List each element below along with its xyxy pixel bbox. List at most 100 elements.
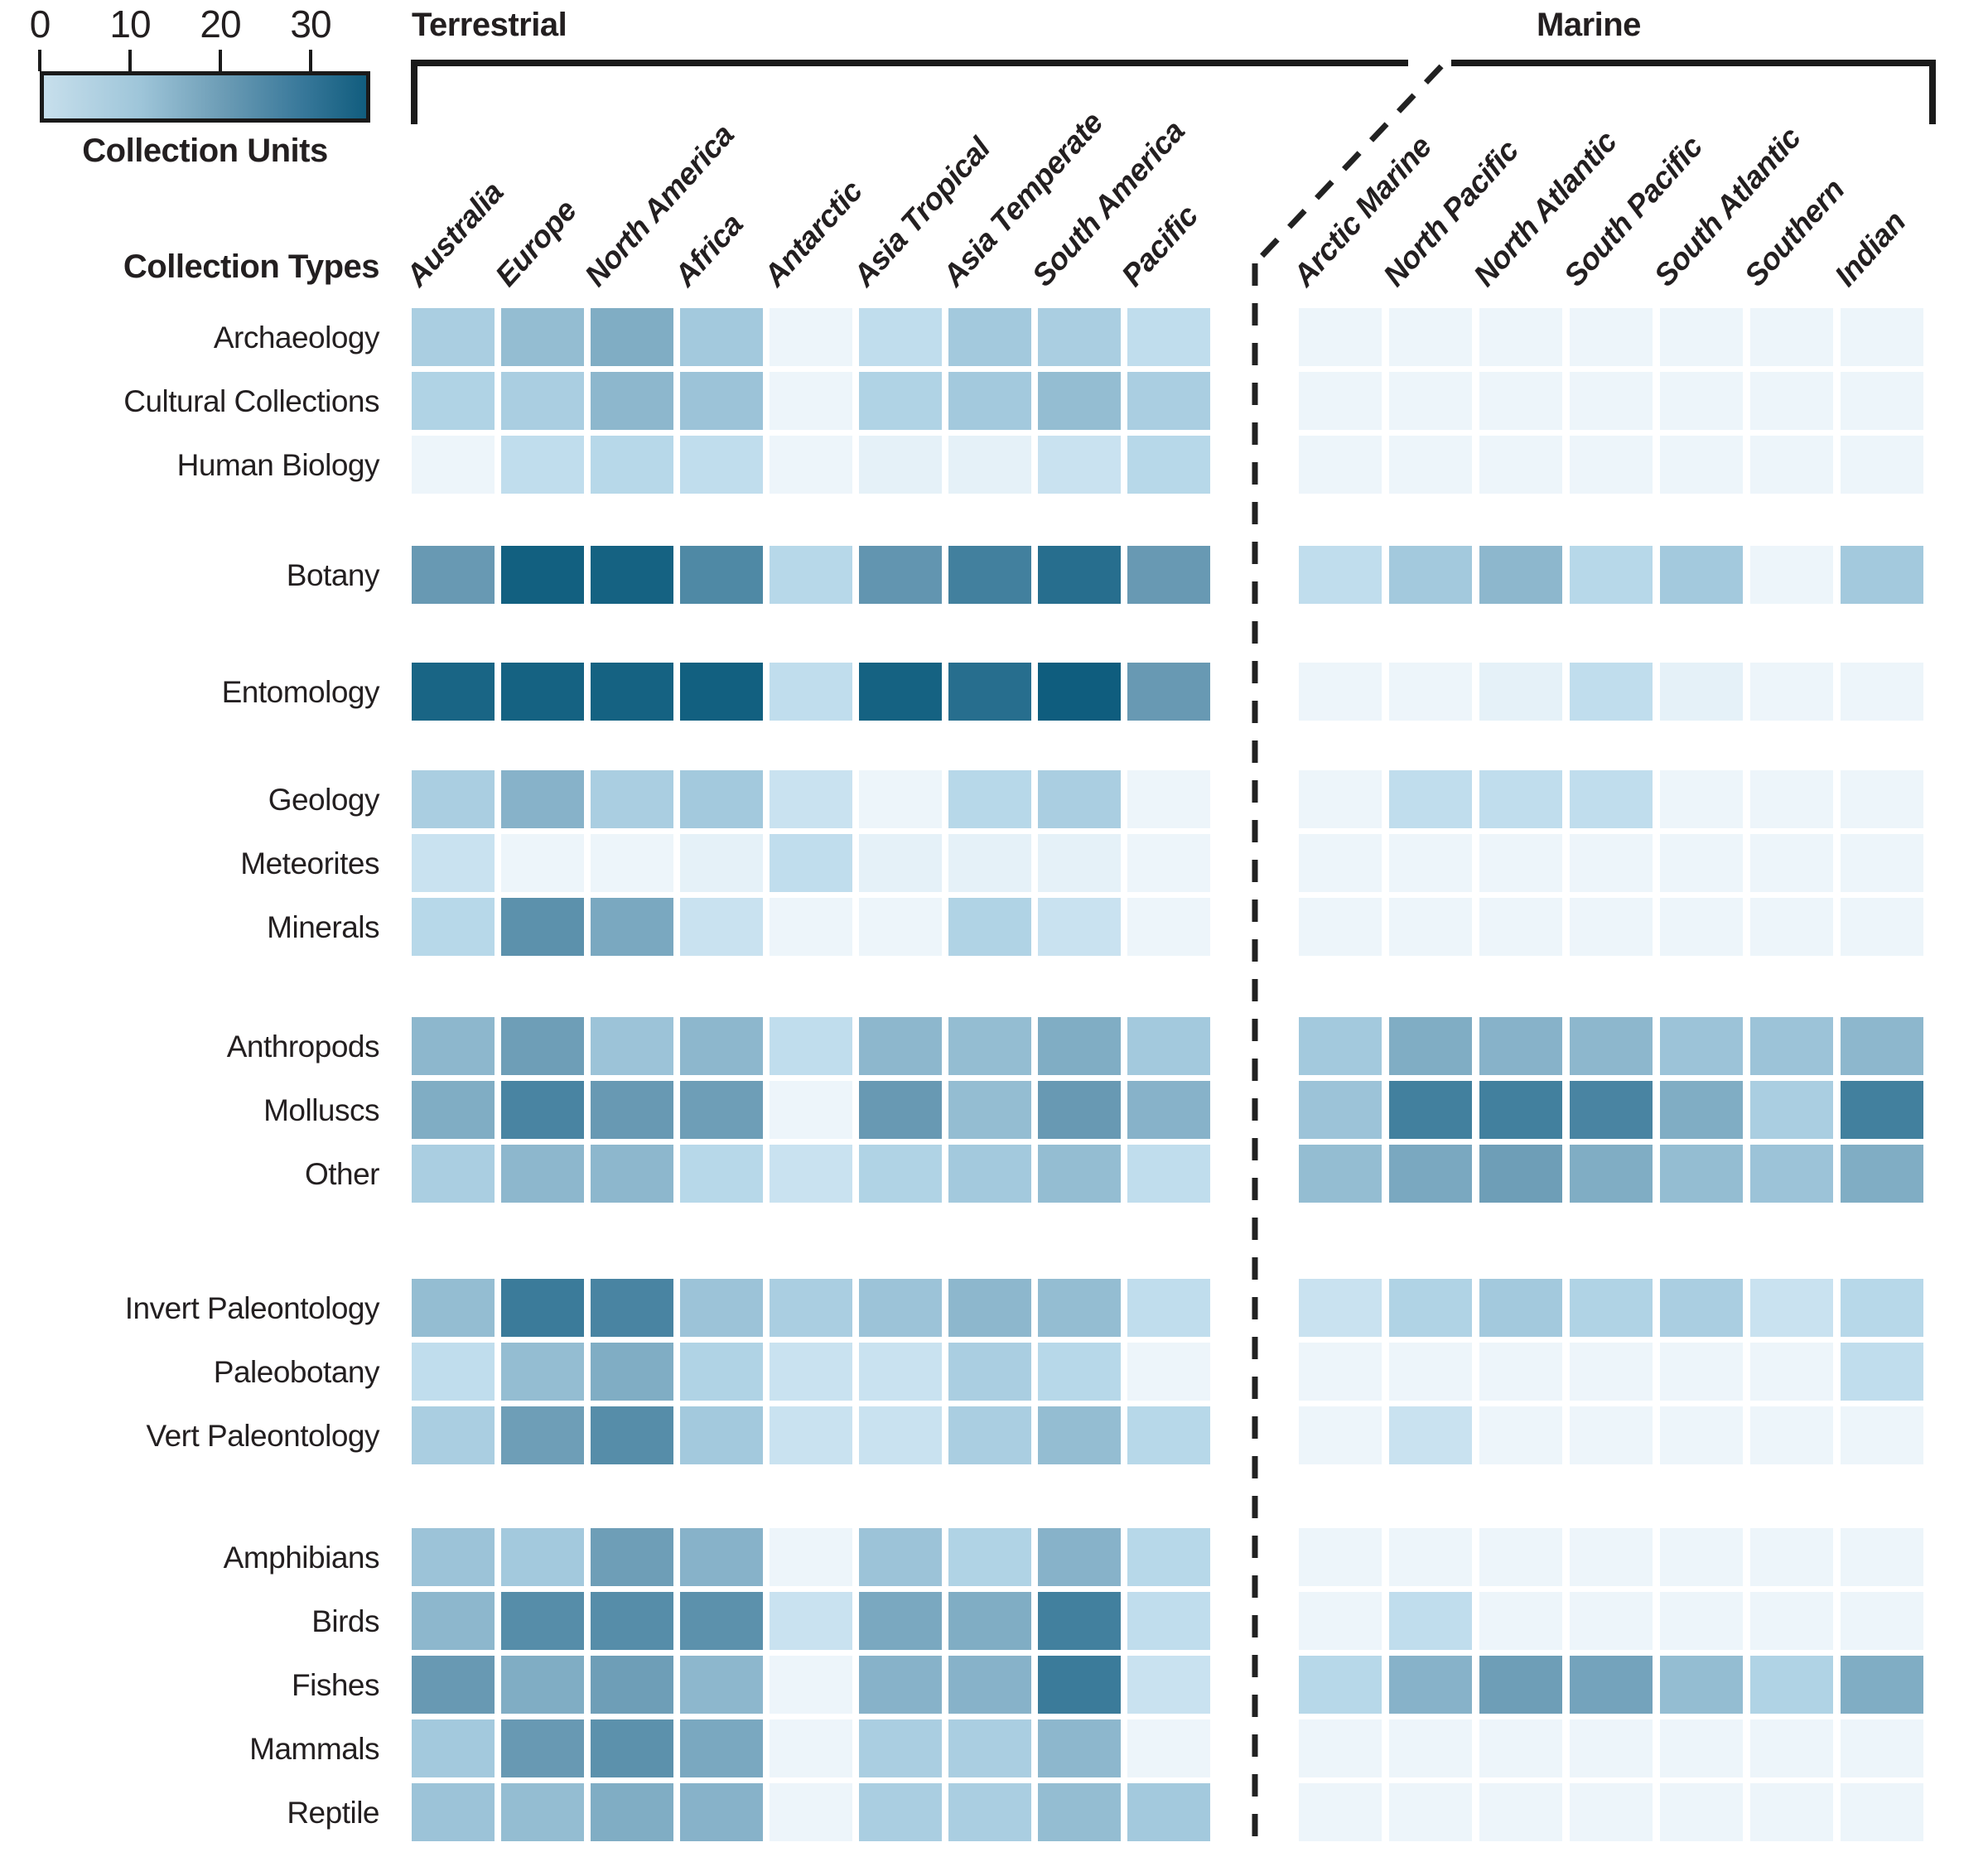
- cell-mammals-north-atlantic: [1479, 1719, 1562, 1777]
- cell-archaeology-africa: [680, 308, 763, 366]
- legend-tick-10: [128, 50, 132, 71]
- terrestrial-bracket-line: [411, 60, 1408, 124]
- cell-other-europe: [501, 1145, 584, 1203]
- cell-minerals-south-pacific: [1570, 898, 1653, 956]
- cell-archaeology-australia: [412, 308, 495, 366]
- legend-tick-label-20: 20: [200, 2, 241, 46]
- cell-mammals-antarctic: [770, 1719, 852, 1777]
- cell-entomology-asia-temperate: [948, 663, 1031, 721]
- cell-paleobotany-south-america: [1038, 1343, 1121, 1401]
- cell-paleobotany-antarctic: [770, 1343, 852, 1401]
- cell-paleobotany-south-pacific: [1570, 1343, 1653, 1401]
- cell-anthropods-indian: [1841, 1017, 1923, 1075]
- cell-fishes-indian: [1841, 1656, 1923, 1714]
- cell-other-australia: [412, 1145, 495, 1203]
- cell-minerals-indian: [1841, 898, 1923, 956]
- cell-archaeology-southern: [1750, 308, 1833, 366]
- cell-botany-north-pacific: [1389, 546, 1472, 604]
- cell-cultural-collections-australia: [412, 372, 495, 430]
- cell-archaeology-pacific: [1127, 308, 1210, 366]
- cell-anthropods-north-america: [591, 1017, 673, 1075]
- cell-meteorites-southern: [1750, 834, 1833, 892]
- cell-reptile-indian: [1841, 1783, 1923, 1841]
- cell-molluscs-asia-tropical: [859, 1081, 942, 1139]
- cell-other-asia-temperate: [948, 1145, 1031, 1203]
- cell-geology-south-pacific: [1570, 770, 1653, 828]
- cell-reptile-arctic-marine: [1299, 1783, 1382, 1841]
- cell-botany-north-atlantic: [1479, 546, 1562, 604]
- cell-reptile-europe: [501, 1783, 584, 1841]
- row-label-vert-paleontology: Vert Paleontology: [146, 1419, 379, 1453]
- cell-anthropods-south-atlantic: [1660, 1017, 1743, 1075]
- cell-molluscs-arctic-marine: [1299, 1081, 1382, 1139]
- row-label-mammals: Mammals: [249, 1732, 379, 1766]
- cell-paleobotany-africa: [680, 1343, 763, 1401]
- cell-entomology-antarctic: [770, 663, 852, 721]
- cell-paleobotany-arctic-marine: [1299, 1343, 1382, 1401]
- cell-birds-australia: [412, 1592, 495, 1650]
- row-label-minerals: Minerals: [267, 910, 379, 944]
- cell-birds-south-pacific: [1570, 1592, 1653, 1650]
- marine-bracket-line: [1451, 60, 1936, 124]
- cell-human-biology-southern: [1750, 436, 1833, 494]
- cell-meteorites-north-atlantic: [1479, 834, 1562, 892]
- cell-geology-asia-tropical: [859, 770, 942, 828]
- cell-birds-indian: [1841, 1592, 1923, 1650]
- row-label-entomology: Entomology: [221, 675, 380, 709]
- cell-geology-pacific: [1127, 770, 1210, 828]
- cell-fishes-australia: [412, 1656, 495, 1714]
- cell-anthropods-pacific: [1127, 1017, 1210, 1075]
- cell-amphibians-north-america: [591, 1528, 673, 1586]
- row-label-cultural-collections: Cultural Collections: [123, 384, 379, 418]
- cell-amphibians-arctic-marine: [1299, 1528, 1382, 1586]
- cell-molluscs-south-america: [1038, 1081, 1121, 1139]
- cell-botany-pacific: [1127, 546, 1210, 604]
- cell-reptile-africa: [680, 1783, 763, 1841]
- cell-molluscs-north-america: [591, 1081, 673, 1139]
- cell-molluscs-north-pacific: [1389, 1081, 1472, 1139]
- cell-other-north-atlantic: [1479, 1145, 1562, 1203]
- cell-amphibians-antarctic: [770, 1528, 852, 1586]
- cell-invert-paleontology-indian: [1841, 1279, 1923, 1337]
- cell-meteorites-north-pacific: [1389, 834, 1472, 892]
- cell-archaeology-antarctic: [770, 308, 852, 366]
- row-label-anthropods: Anthropods: [226, 1030, 380, 1063]
- cell-paleobotany-south-atlantic: [1660, 1343, 1743, 1401]
- cell-archaeology-asia-temperate: [948, 308, 1031, 366]
- cell-human-biology-antarctic: [770, 436, 852, 494]
- cell-mammals-southern: [1750, 1719, 1833, 1777]
- cell-cultural-collections-indian: [1841, 372, 1923, 430]
- cell-vert-paleontology-pacific: [1127, 1406, 1210, 1464]
- cell-botany-australia: [412, 546, 495, 604]
- cell-human-biology-north-america: [591, 436, 673, 494]
- cell-human-biology-indian: [1841, 436, 1923, 494]
- cell-anthropods-north-pacific: [1389, 1017, 1472, 1075]
- cell-other-south-pacific: [1570, 1145, 1653, 1203]
- cell-molluscs-indian: [1841, 1081, 1923, 1139]
- cell-amphibians-africa: [680, 1528, 763, 1586]
- cell-birds-arctic-marine: [1299, 1592, 1382, 1650]
- cell-anthropods-north-atlantic: [1479, 1017, 1562, 1075]
- row-label-birds: Birds: [311, 1604, 379, 1638]
- cell-minerals-asia-temperate: [948, 898, 1031, 956]
- cell-invert-paleontology-asia-tropical: [859, 1279, 942, 1337]
- cell-reptile-south-america: [1038, 1783, 1121, 1841]
- cell-vert-paleontology-south-pacific: [1570, 1406, 1653, 1464]
- cell-minerals-australia: [412, 898, 495, 956]
- cell-fishes-north-america: [591, 1656, 673, 1714]
- cell-paleobotany-asia-tropical: [859, 1343, 942, 1401]
- cell-entomology-south-america: [1038, 663, 1121, 721]
- legend-tick-30: [309, 50, 312, 71]
- cell-fishes-asia-temperate: [948, 1656, 1031, 1714]
- cell-anthropods-australia: [412, 1017, 495, 1075]
- cell-fishes-north-atlantic: [1479, 1656, 1562, 1714]
- cell-molluscs-asia-temperate: [948, 1081, 1031, 1139]
- cell-invert-paleontology-north-pacific: [1389, 1279, 1472, 1337]
- cell-human-biology-north-pacific: [1389, 436, 1472, 494]
- cell-geology-australia: [412, 770, 495, 828]
- cell-meteorites-europe: [501, 834, 584, 892]
- cell-vert-paleontology-asia-tropical: [859, 1406, 942, 1464]
- legend-tick-label-30: 30: [290, 2, 331, 46]
- cell-birds-north-atlantic: [1479, 1592, 1562, 1650]
- cell-reptile-north-pacific: [1389, 1783, 1472, 1841]
